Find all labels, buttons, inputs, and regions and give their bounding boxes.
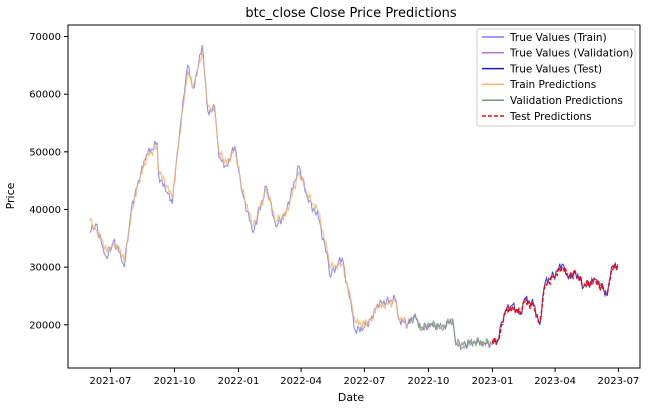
legend-label: True Values (Test) [509, 63, 602, 75]
x-tick-label: 2022-10 [408, 376, 450, 387]
plot-frame [67, 24, 641, 369]
x-tick-label: 2023-04 [534, 376, 576, 387]
x-tick-label: 2022-04 [280, 376, 322, 387]
x-tick-label: 2023-01 [472, 376, 514, 387]
x-tick-label: 2022-01 [218, 376, 260, 387]
x-axis-label: Date [338, 391, 365, 404]
series-line-test-predictions [491, 264, 619, 345]
y-axis-label: Price [4, 182, 17, 209]
y-axis: 20000 30000 40000 50000 60000 70000 [29, 32, 68, 331]
series-line-train-predictions [89, 50, 409, 331]
chart-title: btc_close Close Price Predictions [245, 6, 457, 21]
legend-box [476, 28, 636, 127]
series-line-true-values-validation [407, 313, 493, 351]
legend-label: True Values (Train) [509, 32, 607, 44]
series-line-true-values-test [492, 261, 619, 346]
x-axis: 2021-07 2021-10 2022-01 2022-04 2022-07 2022-… [90, 368, 640, 387]
series-line-validation-predictions [407, 314, 493, 351]
legend: True Values (Train) True Values (Validati… [476, 28, 636, 127]
x-tick-label: 2021-10 [154, 376, 196, 387]
legend-label: Test Predictions [509, 111, 592, 123]
y-tick-label: 30000 [29, 263, 61, 274]
legend-items: True Values (Train) True Values (Validati… [482, 32, 633, 123]
x-tick-label: 2023-07 [598, 376, 640, 387]
x-tick-label: 2022-07 [344, 376, 386, 387]
series-layer [89, 45, 619, 351]
legend-label: True Values (Validation) [509, 48, 633, 60]
legend-label: Train Predictions [509, 79, 596, 91]
y-tick-label: 60000 [29, 90, 61, 101]
y-tick-label: 20000 [29, 320, 61, 331]
legend-label: Validation Predictions [510, 95, 623, 107]
series-line-true-values-train [89, 45, 409, 334]
x-tick-label: 2021-07 [90, 376, 132, 387]
y-tick-label: 50000 [29, 147, 61, 158]
y-tick-label: 40000 [29, 205, 61, 216]
y-tick-label: 70000 [29, 32, 61, 43]
